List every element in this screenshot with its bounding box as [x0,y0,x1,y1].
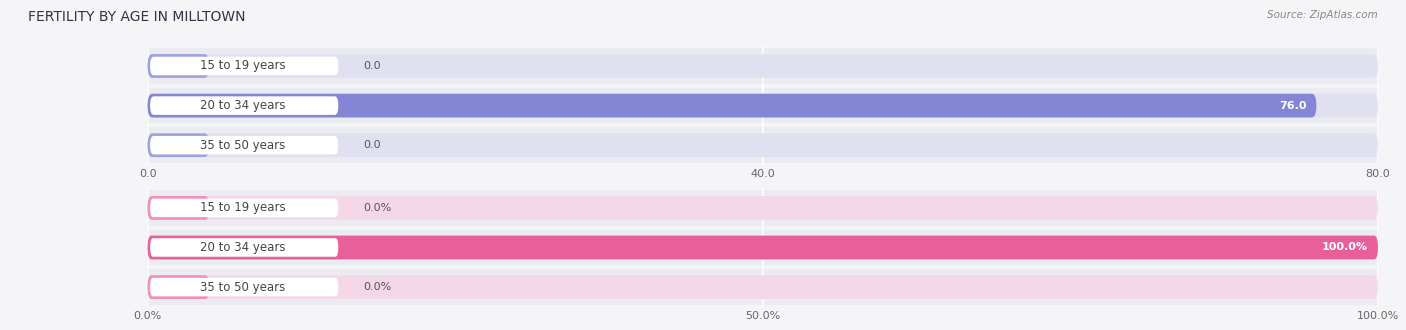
FancyBboxPatch shape [150,278,339,296]
FancyBboxPatch shape [148,236,1378,259]
Text: Source: ZipAtlas.com: Source: ZipAtlas.com [1267,10,1378,20]
FancyBboxPatch shape [148,133,209,157]
Bar [148,88,1378,123]
Text: FERTILITY BY AGE IN MILLTOWN: FERTILITY BY AGE IN MILLTOWN [28,10,246,24]
FancyBboxPatch shape [148,196,1378,220]
FancyBboxPatch shape [148,94,1378,117]
Text: 20 to 34 years: 20 to 34 years [200,241,285,254]
FancyBboxPatch shape [150,238,339,257]
Bar [148,230,1378,265]
FancyBboxPatch shape [148,94,1316,117]
Text: 20 to 34 years: 20 to 34 years [200,99,285,112]
FancyBboxPatch shape [148,196,209,220]
Bar [148,269,1378,305]
FancyBboxPatch shape [150,136,339,154]
FancyBboxPatch shape [148,275,209,299]
Text: 0.0%: 0.0% [363,203,391,213]
Text: 0.0%: 0.0% [363,282,391,292]
Text: 15 to 19 years: 15 to 19 years [200,201,285,214]
FancyBboxPatch shape [148,133,1378,157]
Text: 0.0: 0.0 [363,61,381,71]
Bar [148,127,1378,163]
Text: 0.0: 0.0 [363,140,381,150]
Text: 76.0: 76.0 [1279,101,1306,111]
Text: 15 to 19 years: 15 to 19 years [200,59,285,73]
Text: 35 to 50 years: 35 to 50 years [200,280,285,294]
FancyBboxPatch shape [150,96,339,115]
Bar [148,190,1378,226]
Text: 100.0%: 100.0% [1322,243,1368,252]
FancyBboxPatch shape [150,57,339,75]
FancyBboxPatch shape [148,54,209,78]
FancyBboxPatch shape [148,236,1378,259]
FancyBboxPatch shape [150,199,339,217]
Text: 35 to 50 years: 35 to 50 years [200,139,285,152]
FancyBboxPatch shape [148,54,1378,78]
Bar [148,48,1378,84]
FancyBboxPatch shape [148,275,1378,299]
